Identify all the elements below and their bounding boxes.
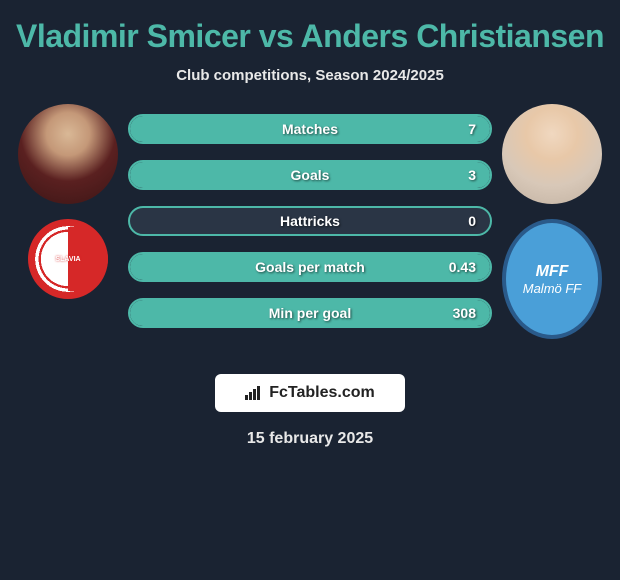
player-right-column: MFF Malmö FF: [502, 104, 602, 339]
club-right-top: MFF: [536, 263, 569, 281]
stat-row-hattricks: Hattricks 0: [128, 206, 492, 236]
stat-label: Min per goal: [269, 305, 351, 321]
date-label: 15 february 2025: [247, 430, 373, 448]
stat-label: Hattricks: [280, 213, 340, 229]
stats-column: Matches 7 Goals 3 Hattricks 0 Goals per …: [118, 104, 502, 328]
club-right-bottom: Malmö FF: [523, 281, 582, 296]
stat-value-right: 308: [453, 305, 476, 321]
stat-label: Goals: [291, 167, 330, 183]
stat-label: Matches: [282, 121, 338, 137]
stat-row-gpm: Goals per match 0.43: [128, 252, 492, 282]
stat-row-matches: Matches 7: [128, 114, 492, 144]
stat-value-right: 0.43: [449, 259, 476, 275]
page-title: Vladimir Smicer vs Anders Christiansen: [10, 18, 610, 55]
brand-box: FcTables.com: [215, 374, 405, 412]
brand-text: FcTables.com: [269, 384, 375, 402]
club-left-label: SLAVIA: [55, 256, 80, 263]
stat-value-right: 0: [468, 213, 476, 229]
club-left-badge: SLAVIA: [28, 219, 108, 299]
stat-value-right: 3: [468, 167, 476, 183]
comparison-card: Vladimir Smicer vs Anders Christiansen C…: [0, 0, 620, 458]
club-right-badge: MFF Malmö FF: [502, 219, 602, 339]
stat-row-goals: Goals 3: [128, 160, 492, 190]
footer: FcTables.com 15 february 2025: [10, 374, 610, 448]
player-right-avatar: [502, 104, 602, 204]
bar-chart-icon: [245, 386, 263, 400]
subtitle: Club competitions, Season 2024/2025: [10, 67, 610, 84]
main-row: SLAVIA Matches 7 Goals 3 Hattricks 0: [10, 104, 610, 339]
player-left-column: SLAVIA: [18, 104, 118, 299]
player-left-avatar: [18, 104, 118, 204]
stat-label: Goals per match: [255, 259, 365, 275]
stat-value-right: 7: [468, 121, 476, 137]
stat-row-mpg: Min per goal 308: [128, 298, 492, 328]
